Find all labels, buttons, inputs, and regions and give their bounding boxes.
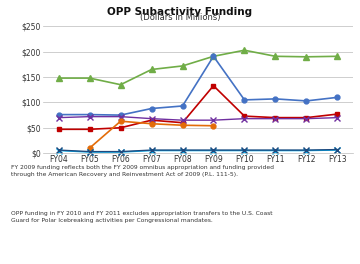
- Text: FY 2009 funding reflects both the FY 2009 omnibus appropriation and funding prov: FY 2009 funding reflects both the FY 200…: [11, 165, 274, 177]
- Text: OPP funding in FY 2010 and FY 2011 excludes appropriation transfers to the U.S. : OPP funding in FY 2010 and FY 2011 exclu…: [11, 211, 273, 223]
- Text: OPP Subactivity Funding: OPP Subactivity Funding: [107, 7, 253, 17]
- Text: (Dollars in Millions): (Dollars in Millions): [140, 13, 220, 22]
